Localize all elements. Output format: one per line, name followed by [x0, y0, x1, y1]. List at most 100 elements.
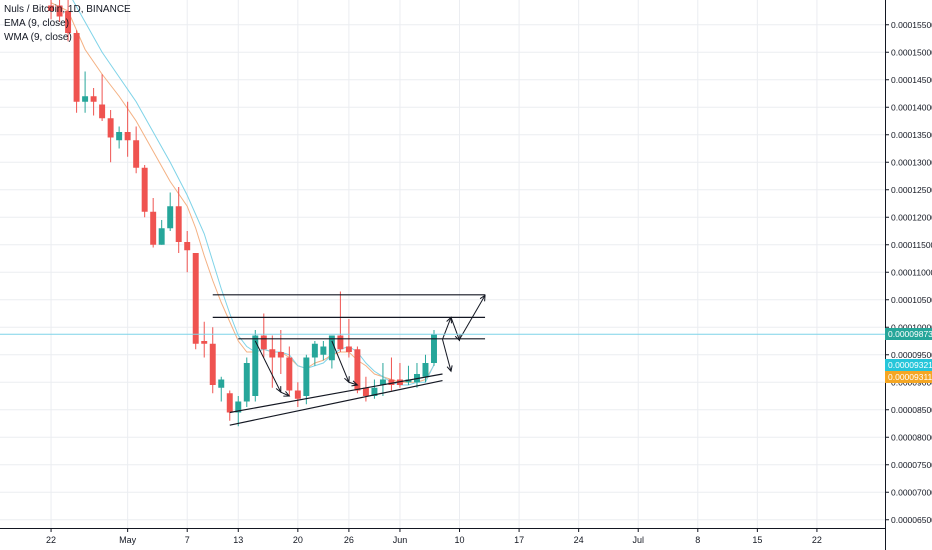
- candle-body-30: [303, 357, 310, 396]
- candle-body-27: [277, 352, 284, 358]
- y-tick-label-16: 0.00007500: [891, 460, 932, 470]
- candle-body-21: [226, 393, 233, 413]
- y-tick-label-6: 0.00012500: [891, 185, 932, 195]
- candle-body-14: [167, 206, 174, 229]
- candle-body-16: [184, 242, 191, 251]
- arrow-shaft-5: [450, 317, 460, 341]
- candle-body-36: [354, 349, 361, 391]
- candle-body-5: [90, 96, 97, 102]
- candle-body-40: [388, 379, 395, 385]
- y-tick-label-5: 0.00013000: [891, 157, 932, 167]
- y-tick-label-14: 0.00008500: [891, 405, 932, 415]
- price-badge-0: 0.00009873: [885, 328, 932, 341]
- y-tick-label-8: 0.00011500: [891, 240, 932, 250]
- ema-legend-label[interactable]: EMA (9, close): [4, 18, 70, 29]
- x-tick-label-8: 17: [514, 535, 524, 545]
- candle-body-0: [48, 5, 55, 11]
- grid-lines: [0, 0, 885, 528]
- candle-body-17: [192, 253, 199, 344]
- candle-body-24: [252, 335, 259, 396]
- candle-body-7: [107, 118, 114, 138]
- x-tick-label-2: 7: [185, 535, 190, 545]
- candle-body-15: [175, 206, 182, 242]
- arrow-head-3: [351, 380, 359, 387]
- candle-body-6: [99, 104, 106, 119]
- drawings-layer: [212, 294, 486, 426]
- candle-body-18: [201, 341, 208, 344]
- trendline-1: [229, 380, 443, 426]
- arrow-shaft-3: [348, 381, 358, 386]
- y-tick-label-11: 0.00010000: [891, 322, 932, 332]
- x-tick-label-10: Jul: [632, 535, 644, 545]
- candle-body-38: [371, 387, 378, 396]
- candle-body-9: [124, 132, 131, 141]
- x-axis[interactable]: 22 May 7 13 20 26 Jun 10 17 24 Jul 8 15 22: [0, 528, 885, 545]
- candle-body-20: [218, 379, 225, 388]
- candle-body-26: [269, 349, 276, 358]
- arrow-shaft-7: [442, 339, 452, 372]
- candle-body-45: [431, 334, 437, 363]
- candle-body-33: [328, 335, 335, 361]
- arrow-head-7: [446, 365, 453, 373]
- candle-body-1: [56, 5, 63, 17]
- price-badge-1: 0.00009321: [885, 358, 932, 371]
- candle-body-37: [362, 387, 369, 396]
- candle-body-13: [158, 228, 165, 245]
- x-tick-label-4: 20: [293, 535, 303, 545]
- x-tick-label-1: May: [119, 535, 137, 545]
- candles-layer: [48, 0, 437, 427]
- y-tick-label-3: 0.00014000: [891, 102, 932, 112]
- x-tick-label-13: 22: [812, 535, 822, 545]
- x-tick-label-11: 8: [695, 535, 700, 545]
- arrow-head-6: [479, 294, 486, 302]
- candle-body-34: [337, 335, 344, 350]
- x-tick-label-3: 13: [233, 535, 243, 545]
- candle-body-42: [405, 379, 412, 383]
- candle-body-25: [260, 335, 267, 350]
- arrow-shaft-1: [280, 391, 290, 397]
- y-axis[interactable]: 0.00015500 0.00015000 0.00014500 0.00014000…: [885, 0, 932, 550]
- wma-line-layer: [72, 0, 435, 386]
- candle-body-23: [243, 363, 250, 402]
- candle-body-35: [345, 346, 352, 352]
- arrow-shaft-2: [331, 340, 350, 383]
- candle-body-32: [320, 346, 327, 355]
- candle-body-31: [311, 343, 318, 358]
- candle-body-39: [379, 379, 386, 385]
- trendline-0: [229, 373, 443, 414]
- x-tick-label-6: Jun: [393, 535, 408, 545]
- arrow-shaft-6: [459, 295, 486, 340]
- arrow-shaft-4: [442, 317, 452, 340]
- arrow-head-1: [283, 391, 291, 397]
- candle-body-19: [209, 343, 216, 385]
- chart-title[interactable]: Nuls / Bitcoin, 1D, BINANCE: [4, 4, 131, 15]
- y-tick-label-17: 0.00007000: [891, 487, 932, 497]
- wma-legend-label[interactable]: WMA (9, close): [4, 32, 72, 43]
- x-tick-label-5: 26: [344, 535, 354, 545]
- candle-body-10: [133, 140, 140, 168]
- price-badge-2: 0.00009311: [885, 370, 932, 383]
- candle-body-2: [65, 11, 72, 33]
- y-tick-label-12: 0.00009500: [891, 350, 932, 360]
- y-tick-label-15: 0.00008000: [891, 432, 932, 442]
- x-tick-label-12: 15: [752, 535, 762, 545]
- x-tick-label-7: 10: [455, 535, 465, 545]
- candle-body-4: [82, 96, 89, 102]
- chart-legend: Nuls / Bitcoin, 1D, BINANCE EMA (9, clos…: [4, 3, 131, 45]
- y-tick-label-4: 0.00013500: [891, 130, 932, 140]
- candle-body-8: [116, 132, 123, 141]
- ema-line: [50, 2, 435, 383]
- y-tick-label-18: 0.00006500: [891, 515, 932, 525]
- candle-body-29: [294, 390, 301, 399]
- candle-body-12: [150, 211, 157, 245]
- x-tick-label-9: 24: [574, 535, 584, 545]
- y-tick-label-0: 0.00015500: [891, 20, 932, 30]
- arrow-head-5: [454, 334, 461, 342]
- candle-body-28: [286, 357, 293, 391]
- arrow-shaft-0: [254, 340, 282, 393]
- ema-line-layer: [50, 2, 435, 383]
- wma-line: [72, 0, 435, 386]
- y-tick-label-9: 0.00011000: [891, 267, 932, 277]
- candle-body-44: [422, 363, 429, 377]
